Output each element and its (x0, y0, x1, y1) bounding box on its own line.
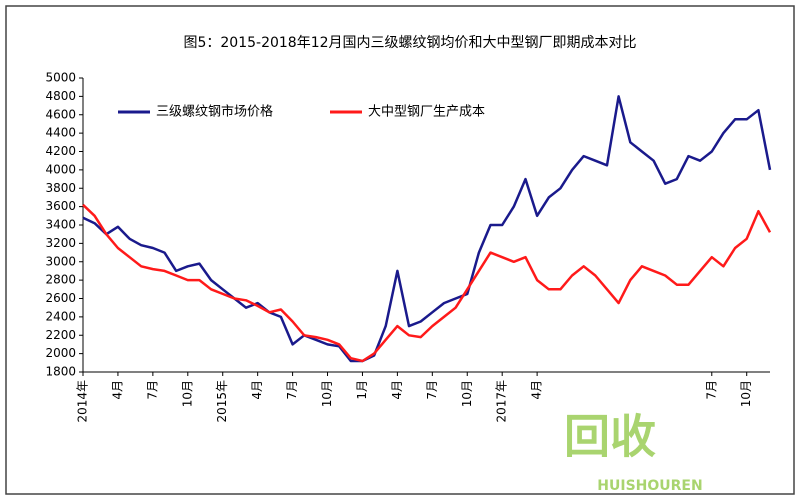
y-tick-label: 2000 (45, 346, 76, 360)
series-line (82, 95, 772, 363)
x-tick-label: 7月 (425, 380, 439, 400)
y-tick-label: 4600 (45, 107, 76, 121)
x-tick-label: 4月 (250, 380, 264, 400)
x-tick-label: 2015年 (215, 380, 229, 423)
x-tick-label: 1月 (355, 380, 369, 400)
x-tick-label: 10月 (460, 380, 474, 407)
x-tick-label: 7月 (145, 380, 159, 400)
y-tick-label: 4000 (45, 162, 76, 176)
x-tick-label: 2014年 (76, 380, 90, 423)
watermark: HUISHOUREN (597, 478, 702, 494)
chart-title: 图5：2015-2018年12月国内三级螺纹钢均价和大中型钢厂即期成本对比 (183, 35, 636, 51)
y-tick-label: 4400 (45, 126, 76, 140)
series-line (82, 203, 772, 363)
y-tick-label: 3000 (45, 254, 76, 268)
y-tick-label: 2200 (45, 328, 76, 342)
y-tick-label: 2400 (45, 309, 76, 323)
x-tick-label: 10月 (320, 380, 334, 407)
y-tick-label: 1800 (45, 365, 76, 379)
watermark: 回收 (564, 410, 656, 464)
y-tick-label: 2600 (45, 291, 76, 305)
y-tick-label: 4800 (45, 89, 76, 103)
x-tick-label: 10月 (739, 380, 753, 407)
legend-label: 大中型钢厂生产成本 (368, 105, 485, 120)
y-tick-label: 4200 (45, 144, 76, 158)
x-tick-label: 10月 (180, 380, 194, 407)
legend-label: 三级螺纹钢市场价格 (156, 104, 273, 120)
chart-frame (5, 5, 795, 495)
y-tick-label: 5000 (45, 71, 76, 85)
x-tick-label: 4月 (530, 380, 544, 400)
x-tick-label: 4月 (390, 380, 404, 400)
x-tick-label: 2017年 (495, 380, 509, 423)
x-tick-label: 4月 (110, 380, 124, 400)
x-tick-label: 7月 (285, 380, 299, 400)
x-tick-label: 7月 (704, 380, 718, 400)
y-tick-label: 3800 (45, 181, 76, 195)
y-tick-label: 3600 (45, 199, 76, 213)
y-tick-label: 2800 (45, 273, 76, 287)
y-tick-label: 3400 (45, 218, 76, 232)
y-tick-label: 3200 (45, 236, 76, 250)
